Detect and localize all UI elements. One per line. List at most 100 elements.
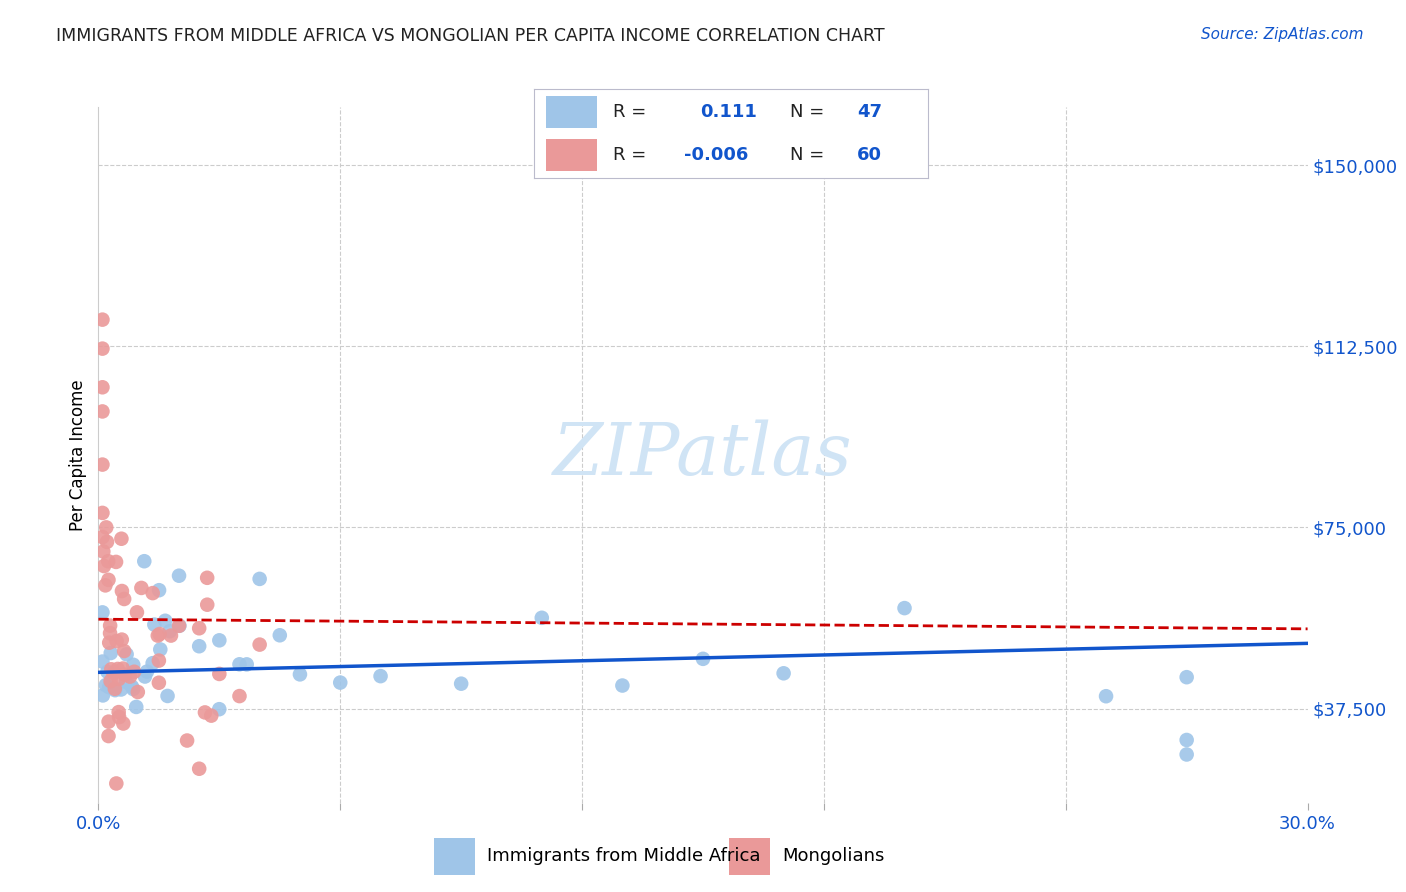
Point	[91, 380, 114, 394]
Point	[122, 657, 145, 672]
Point	[167, 619, 190, 633]
Point	[105, 555, 128, 569]
Point	[118, 670, 141, 684]
Point	[112, 592, 135, 607]
Point	[107, 705, 129, 719]
Point	[111, 632, 134, 647]
Point	[228, 657, 250, 672]
Point	[228, 689, 250, 703]
Point	[530, 611, 553, 625]
Point	[167, 568, 190, 582]
Bar	[433, 838, 475, 875]
Text: Immigrants from Middle Africa: Immigrants from Middle Africa	[486, 847, 761, 865]
Point	[91, 530, 114, 544]
Point	[692, 652, 714, 666]
Point	[91, 689, 114, 703]
Point	[188, 762, 211, 776]
Point	[98, 680, 121, 694]
Point	[115, 648, 138, 662]
Point	[136, 665, 159, 679]
Point	[159, 624, 181, 639]
Text: -0.006: -0.006	[683, 146, 748, 164]
Point	[91, 342, 114, 356]
Point	[97, 714, 120, 729]
Point	[107, 662, 129, 676]
Point	[188, 639, 211, 653]
Text: ZIPatlas: ZIPatlas	[553, 419, 853, 491]
Point	[114, 667, 136, 681]
Point	[288, 667, 311, 681]
Point	[111, 584, 134, 599]
Point	[148, 675, 170, 690]
Point	[125, 700, 148, 714]
Point	[1175, 670, 1198, 684]
Point	[96, 665, 118, 679]
Text: N =: N =	[790, 103, 824, 121]
Point	[98, 636, 121, 650]
Point	[142, 656, 165, 670]
Point	[1175, 747, 1198, 762]
Point	[249, 572, 271, 586]
Text: Source: ZipAtlas.com: Source: ZipAtlas.com	[1201, 27, 1364, 42]
Point	[97, 554, 120, 568]
Point	[148, 583, 170, 598]
Point	[208, 702, 231, 716]
Point	[146, 629, 169, 643]
Text: IMMIGRANTS FROM MIDDLE AFRICA VS MONGOLIAN PER CAPITA INCOME CORRELATION CHART: IMMIGRANTS FROM MIDDLE AFRICA VS MONGOLI…	[56, 27, 884, 45]
Point	[100, 674, 122, 689]
Point	[169, 618, 191, 632]
Point	[893, 601, 915, 615]
Text: 47: 47	[858, 103, 882, 121]
Point	[91, 606, 114, 620]
Point	[115, 674, 138, 689]
Bar	[546, 139, 598, 171]
Point	[122, 681, 145, 696]
Point	[105, 776, 128, 790]
Point	[98, 626, 121, 640]
Point	[612, 679, 634, 693]
Point	[93, 559, 115, 574]
Point	[122, 665, 145, 679]
Point	[111, 662, 134, 676]
Point	[91, 458, 114, 472]
Point	[149, 627, 172, 641]
Point	[200, 708, 222, 723]
Point	[195, 571, 218, 585]
Point	[149, 642, 172, 657]
Point	[235, 657, 257, 672]
Point	[208, 667, 231, 681]
Point	[100, 646, 122, 660]
Point	[134, 554, 156, 568]
Point	[112, 644, 135, 658]
Y-axis label: Per Capita Income: Per Capita Income	[69, 379, 87, 531]
Point	[269, 628, 291, 642]
Text: Mongolians: Mongolians	[782, 847, 884, 865]
Point	[121, 680, 143, 694]
Point	[125, 605, 148, 619]
Point	[160, 629, 183, 643]
Point	[91, 312, 114, 326]
Point	[104, 681, 127, 696]
Point	[94, 678, 117, 692]
Point	[112, 716, 135, 731]
Point	[329, 675, 352, 690]
Point	[110, 682, 132, 697]
Point	[105, 634, 128, 648]
Point	[91, 544, 114, 558]
Point	[142, 586, 165, 600]
Text: 60: 60	[858, 146, 882, 164]
Point	[134, 669, 156, 683]
Point	[91, 655, 114, 669]
Bar	[546, 96, 598, 128]
Point	[1175, 733, 1198, 747]
Point	[108, 710, 131, 724]
Point	[188, 621, 211, 635]
Point	[96, 534, 118, 549]
Point	[107, 672, 129, 686]
Point	[195, 598, 218, 612]
Point	[1095, 690, 1118, 704]
Point	[148, 654, 170, 668]
Point	[96, 520, 118, 534]
Point	[208, 633, 231, 648]
Point	[127, 685, 149, 699]
